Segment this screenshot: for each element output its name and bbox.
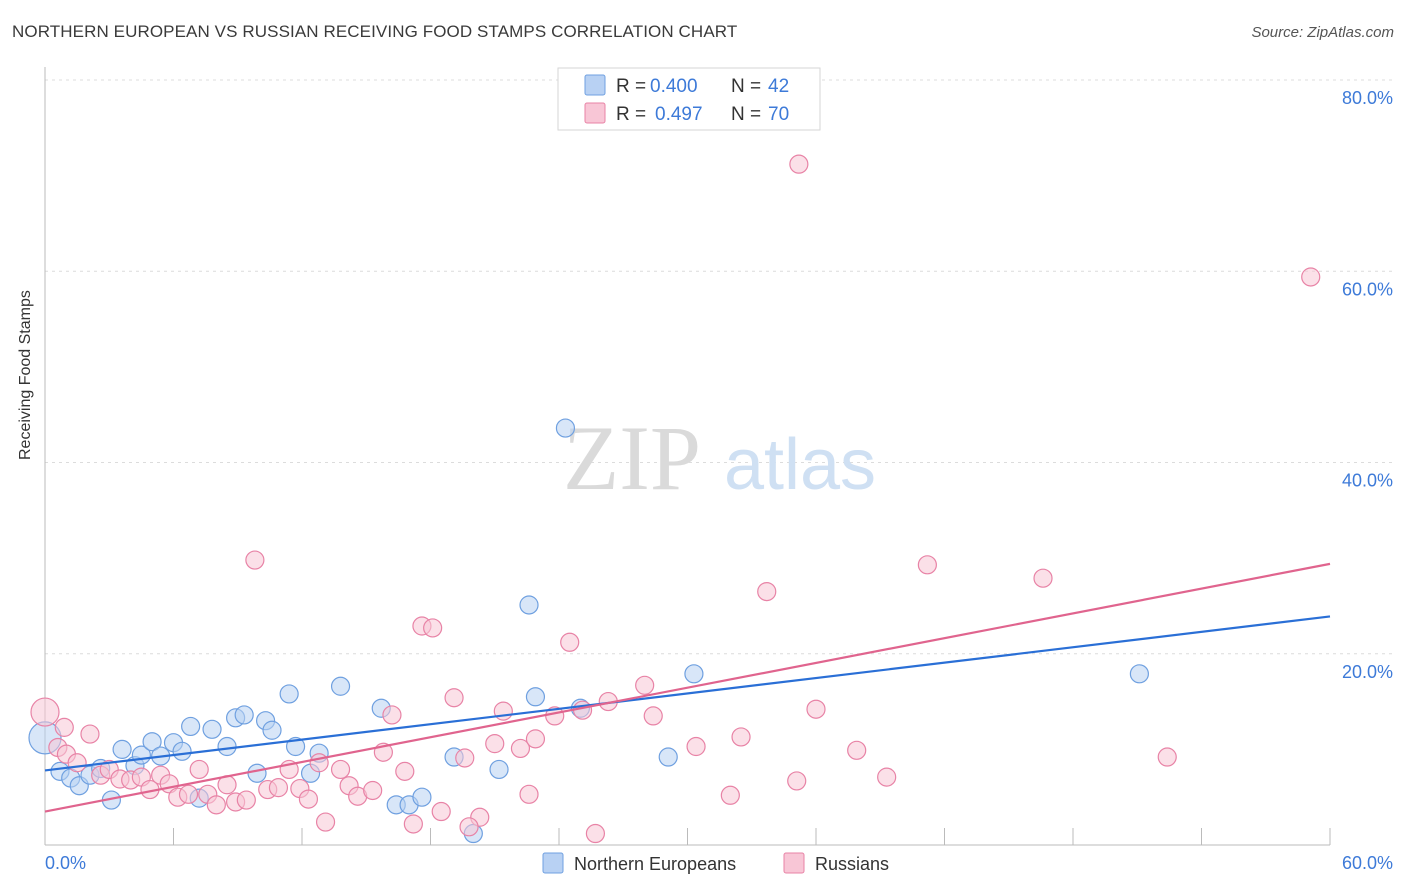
point-russians — [1157, 747, 1177, 767]
point-northern-europeans — [519, 595, 539, 615]
point-northern-europeans — [279, 684, 299, 704]
point-russians — [268, 778, 289, 798]
point-northern-europeans — [489, 759, 509, 780]
point-russians — [363, 780, 383, 801]
point-northern-europeans — [1129, 664, 1149, 684]
stats-r-value-2: 0.497 — [655, 104, 703, 125]
point-russians — [236, 790, 256, 810]
point-russians — [806, 699, 826, 719]
point-russians — [635, 675, 655, 695]
point-russians — [789, 154, 809, 174]
source-label: Source: ZipAtlas.com — [1251, 24, 1394, 41]
point-russians — [686, 736, 706, 757]
point-russians — [330, 759, 351, 780]
point-russians — [30, 697, 60, 727]
trend-line-russians — [44, 562, 1331, 813]
point-russians — [298, 789, 319, 809]
point-russians — [459, 817, 479, 837]
point-northern-europeans — [525, 687, 546, 707]
point-russians — [1033, 568, 1053, 588]
stats-r-label-2: R = — [616, 104, 646, 125]
point-russians — [720, 785, 740, 805]
point-russians — [519, 784, 539, 804]
point-russians — [189, 759, 209, 780]
point-russians — [757, 581, 777, 602]
data-points — [28, 154, 1321, 844]
x-tick-label: 60.0% — [1342, 853, 1393, 873]
stats-swatch-1 — [584, 74, 606, 96]
point-russians — [877, 767, 897, 787]
point-northern-europeans — [234, 705, 254, 725]
point-northern-europeans — [555, 418, 576, 438]
point-russians — [80, 724, 100, 744]
point-russians — [444, 688, 464, 708]
point-russians — [917, 555, 937, 575]
point-russians — [67, 753, 87, 773]
point-northern-europeans — [112, 739, 132, 759]
point-northern-europeans — [658, 747, 678, 767]
point-russians — [560, 632, 580, 652]
stats-n-label-1: N = — [731, 76, 761, 97]
point-russians — [643, 706, 663, 726]
point-russians — [455, 748, 475, 768]
stats-legend: R = 0.400 N = 42 R = 0.497 N = 70 — [557, 67, 821, 131]
point-russians — [847, 740, 867, 760]
stats-n-value-2: 70 — [768, 104, 789, 125]
point-russians — [206, 795, 226, 815]
legend-label-russians: Russians — [815, 854, 889, 874]
point-northern-europeans — [262, 720, 282, 740]
point-russians — [315, 812, 336, 832]
point-russians — [245, 550, 265, 570]
point-russians — [403, 814, 423, 834]
trend-line-northern-europeans — [44, 615, 1331, 772]
point-northern-europeans — [181, 716, 201, 737]
point-russians — [731, 727, 751, 747]
series-legend: Northern Europeans Russians — [542, 852, 889, 874]
x-tick-label: 0.0% — [45, 853, 86, 873]
grid-lines — [45, 79, 1393, 655]
point-northern-europeans — [412, 787, 432, 807]
watermark-zip: ZIP — [563, 407, 701, 509]
chart-title: NORTHERN EUROPEAN VS RUSSIAN RECEIVING F… — [12, 22, 738, 41]
legend-label-northern-europeans: Northern Europeans — [574, 854, 736, 874]
stats-r-value-1: 0.400 — [650, 76, 698, 97]
tick-labels: 20.0% 40.0% 60.0% 80.0% 0.0% 60.0% — [45, 88, 1393, 873]
point-northern-europeans — [247, 763, 267, 783]
trend-lines — [44, 562, 1331, 813]
point-northern-europeans — [330, 676, 351, 696]
point-russians — [1301, 267, 1321, 287]
watermark: ZIP atlas — [563, 407, 876, 509]
point-russians — [585, 823, 606, 844]
point-northern-europeans — [202, 719, 222, 739]
y-tick-label: 40.0% — [1342, 471, 1393, 491]
stats-swatch-2 — [584, 102, 606, 124]
point-russians — [178, 784, 199, 804]
stats-n-value-1: 42 — [768, 76, 789, 97]
point-russians — [395, 761, 415, 781]
point-northern-europeans — [684, 664, 704, 684]
legend-swatch-russians — [783, 852, 805, 874]
stats-r-label-1: R = — [616, 76, 646, 97]
point-northern-europeans — [172, 741, 192, 761]
point-russians — [525, 729, 546, 749]
y-tick-label: 80.0% — [1342, 88, 1393, 108]
point-russians — [423, 618, 443, 638]
point-russians — [493, 701, 513, 721]
point-northern-europeans — [217, 736, 237, 757]
point-russians — [54, 717, 74, 737]
point-northern-europeans — [142, 732, 162, 752]
watermark-atlas: atlas — [724, 425, 876, 505]
point-russians — [510, 738, 531, 759]
point-russians — [382, 705, 402, 725]
y-tick-label: 60.0% — [1342, 279, 1393, 299]
point-russians — [431, 801, 451, 822]
point-russians — [787, 771, 807, 791]
stats-n-label-2: N = — [731, 104, 761, 125]
point-russians — [485, 734, 505, 754]
y-tick-label: 20.0% — [1342, 662, 1393, 682]
legend-swatch-northern-europeans — [542, 852, 564, 874]
